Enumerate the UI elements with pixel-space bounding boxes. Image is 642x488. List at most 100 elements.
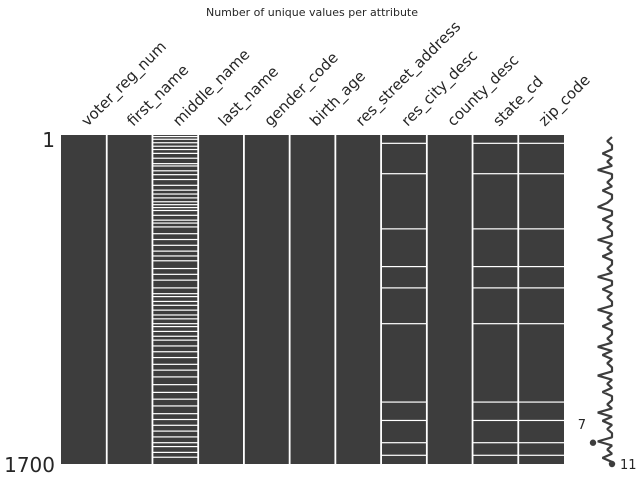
missing-value-line [381, 142, 427, 144]
sparkline-path [597, 136, 614, 463]
missing-value-line [152, 244, 199, 246]
matrix-column-state_cd [472, 135, 519, 464]
missing-value-line [152, 238, 199, 241]
missing-value-line [152, 369, 199, 371]
matrix-column-res_street_address [335, 135, 382, 464]
missing-value-line [152, 430, 199, 432]
missing-value-line [472, 419, 519, 422]
missing-value-line [152, 330, 199, 333]
matrix-column-res_city_desc [381, 135, 427, 464]
missing-value-line [152, 222, 199, 224]
missing-value-line [381, 323, 427, 325]
missing-value-line [472, 401, 519, 403]
missing-value-line [518, 266, 564, 268]
missing-value-line [152, 197, 199, 199]
missing-value-line [518, 454, 564, 456]
matrix-area [61, 135, 564, 464]
missing-value-line [518, 401, 564, 403]
column-separator [243, 135, 245, 464]
matrix-column-county_desc [426, 135, 473, 464]
missing-value-line [152, 445, 199, 448]
missing-value-line [152, 418, 199, 421]
missing-value-line [152, 152, 199, 154]
missing-value-line [152, 201, 199, 203]
missing-value-line [472, 142, 519, 144]
missing-value-line [152, 163, 199, 165]
missing-value-line [152, 260, 199, 262]
column-separator [517, 135, 520, 464]
column-separator [105, 135, 108, 464]
matrix-column-first_name [106, 135, 153, 464]
missing-value-line [381, 266, 427, 268]
missing-value-line [381, 454, 427, 456]
missing-value-line [152, 170, 199, 172]
missing-value-line [152, 356, 199, 359]
missing-value-line [152, 135, 199, 138]
missing-value-line [152, 384, 199, 386]
column-separator [425, 135, 428, 464]
missing-value-line [381, 401, 427, 403]
column-separator [197, 135, 200, 464]
missing-value-line [518, 419, 564, 422]
missing-value-line [381, 419, 427, 422]
column-label-middle_name: middle_name [169, 45, 254, 130]
missing-value-line [152, 255, 199, 257]
missing-value-line [152, 174, 199, 176]
row-label-top: 1 [42, 128, 55, 152]
missing-value-line [381, 442, 427, 444]
missing-value-line [472, 454, 519, 456]
chart-title: Number of unique values per attribute [206, 6, 418, 19]
missing-value-line [152, 451, 199, 453]
missing-value-line [152, 189, 199, 191]
missing-value-line [152, 142, 199, 144]
missing-value-line [152, 413, 199, 415]
matrix-column-last_name [198, 135, 244, 464]
missing-value-line [381, 287, 427, 289]
missing-value-line [152, 206, 199, 209]
matrix-column-gender_code [243, 135, 290, 464]
missing-value-line [518, 287, 564, 289]
sparkline [589, 136, 616, 468]
missing-value-line [472, 287, 519, 289]
missing-value-line [152, 233, 199, 235]
missing-value-line [472, 228, 519, 230]
missing-value-line [152, 398, 199, 400]
missing-value-line [152, 145, 199, 147]
missing-value-line [152, 279, 199, 281]
missing-value-line [518, 173, 564, 175]
sparkline-min-marker [589, 439, 597, 446]
missing-value-line [152, 318, 199, 320]
missing-value-line [152, 405, 199, 407]
missing-value-line [152, 138, 199, 140]
matrix-column-voter_reg_num [61, 135, 107, 464]
missing-value-line [381, 228, 427, 230]
missing-value-line [152, 148, 199, 151]
missing-value-line [518, 442, 564, 444]
sparkline-min-label: 7 [578, 418, 586, 433]
column-labels: voter_reg_numfirst_namemiddle_namelast_n… [78, 17, 595, 130]
missing-value-line [152, 226, 199, 228]
matrix-column-middle_name [152, 135, 199, 464]
missing-value-line [152, 391, 199, 393]
missing-value-line [152, 309, 199, 311]
missing-value-line [152, 304, 199, 306]
missing-value-line [518, 142, 564, 144]
missing-value-line [152, 267, 199, 270]
missing-value-line [472, 266, 519, 268]
sparkline-max-marker [608, 460, 616, 468]
matrix-column-birth_age [289, 135, 336, 464]
missing-value-line [152, 323, 199, 325]
missing-value-line [152, 376, 199, 378]
missing-value-line [152, 287, 199, 289]
missing-value-line [518, 228, 564, 230]
missing-value-line [152, 184, 199, 186]
missing-value-line [152, 165, 199, 167]
missing-value-line [518, 323, 564, 325]
column-separator [471, 135, 474, 464]
missing-value-line [152, 456, 199, 458]
missing-value-line [152, 214, 199, 216]
missing-value-line [152, 339, 199, 341]
column-separator [380, 135, 382, 464]
